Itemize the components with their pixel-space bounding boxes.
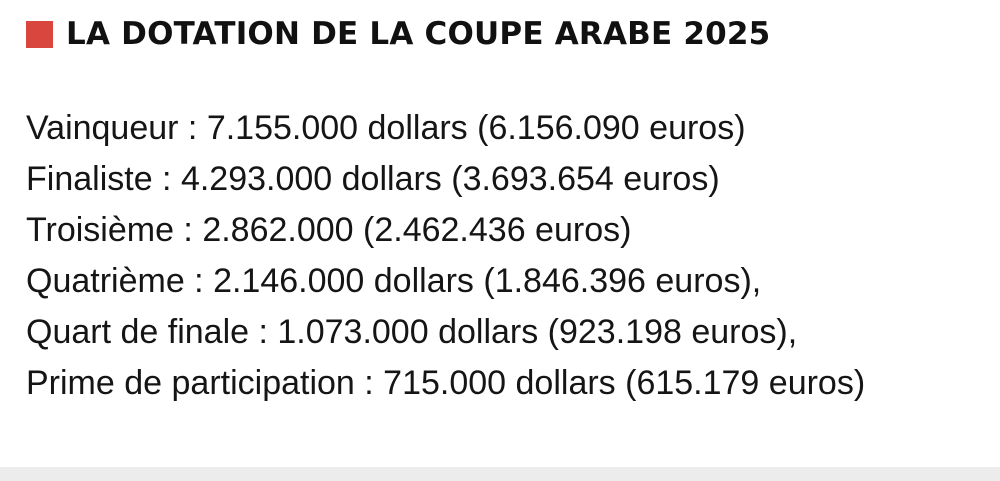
prize-third: Troisième : 2.862.000 (2.462.436 euros): [26, 211, 632, 249]
red-square-icon: [26, 20, 53, 48]
prize-participation: Prime de participation : 715.000 dollars…: [26, 364, 866, 402]
section-title: LA DOTATION DE LA COUPE ARABE 2025: [66, 16, 771, 52]
prize-finalist: Finaliste : 4.293.000 dollars (3.693.654…: [26, 160, 720, 198]
prize-fourth: Quatrième : 2.146.000 dollars (1.846.396…: [26, 262, 762, 300]
prize-quarter-final: Quart de finale : 1.073.000 dollars (923…: [26, 313, 798, 351]
footer-divider: [0, 467, 1000, 481]
section-header: LA DOTATION DE LA COUPE ARABE 2025: [26, 12, 770, 56]
prize-winner: Vainqueur : 7.155.000 dollars (6.156.090…: [26, 109, 746, 147]
prize-list: Vainqueur : 7.155.000 dollars (6.156.090…: [26, 103, 865, 409]
